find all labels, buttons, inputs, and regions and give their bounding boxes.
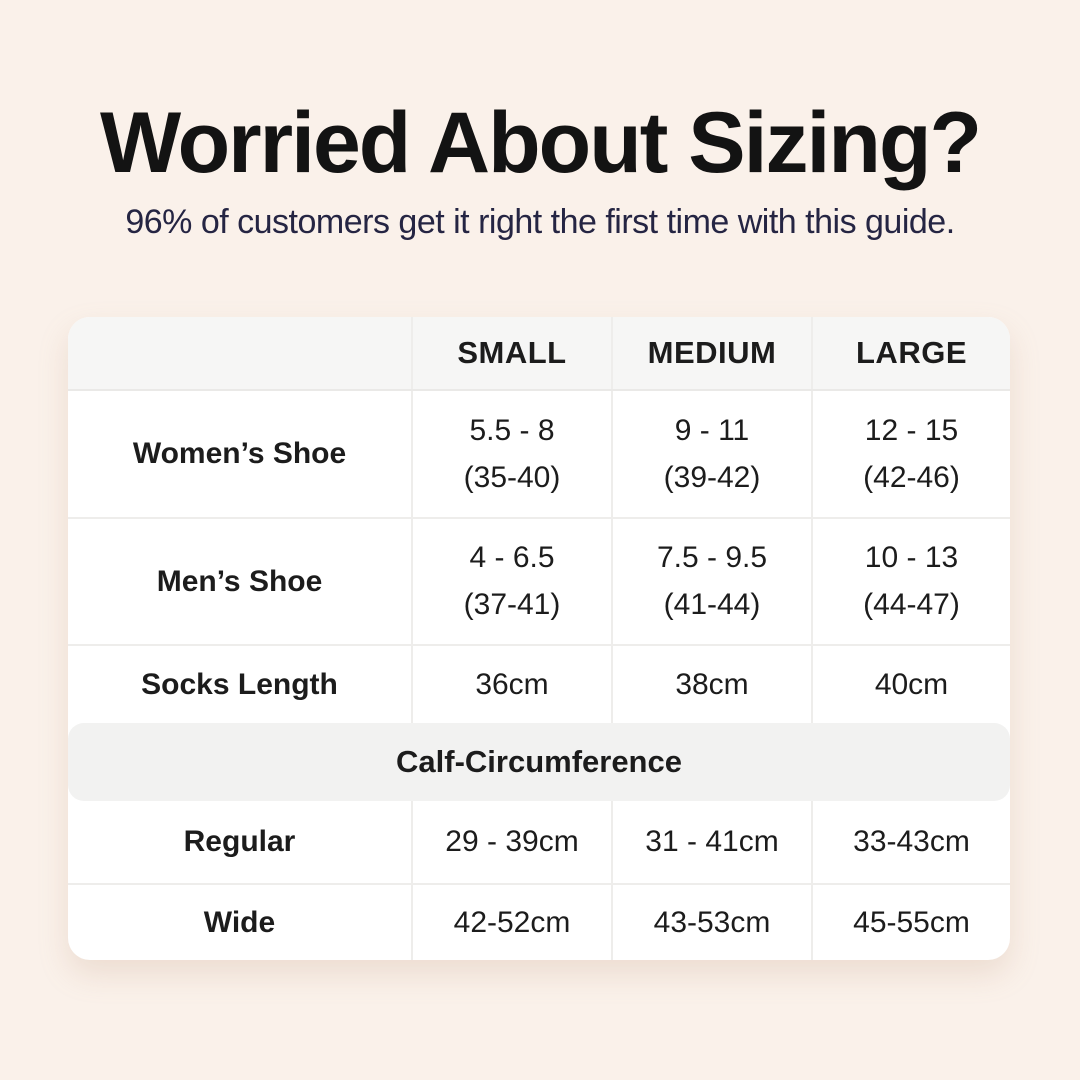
cell-socks-small: 36cm <box>411 646 611 723</box>
table-row-wide: Wide 42-52cm 43-53cm 45-55cm <box>68 885 1010 960</box>
cell-mens-small: 4 - 6.5 (37-41) <box>411 519 611 644</box>
row-label-womens-shoe: Women’s Shoe <box>132 437 347 470</box>
cell-value-primary: 9 - 11 <box>674 413 750 447</box>
cell-value-secondary: (44-47) <box>863 588 960 621</box>
cell-value-secondary: (42-46) <box>863 460 960 494</box>
column-header-large: LARGE <box>811 317 1010 389</box>
cell-mens-medium: 7.5 - 9.5 (41-44) <box>611 519 811 644</box>
cell-value-secondary: (37-41) <box>463 588 561 621</box>
row-label-wide: Wide <box>203 905 276 939</box>
cell-wide-small: 42-52cm <box>411 885 611 960</box>
cell-regular-medium: 31 - 41cm <box>611 801 811 883</box>
cell-value-secondary: (35-40) <box>463 460 561 494</box>
row-label-mens-shoe: Men’s Shoe <box>156 564 323 598</box>
table-row-womens-shoe: Women’s Shoe 5.5 - 8 (35-40) 9 - 11 (39-… <box>68 391 1010 519</box>
column-header-medium: MEDIUM <box>611 317 811 389</box>
table-row-regular: Regular 29 - 39cm 31 - 41cm 33-43cm <box>68 801 1010 885</box>
cell-value-primary: 12 - 15 <box>864 413 959 447</box>
table-row-socks-length: Socks Length 36cm 38cm 40cm <box>68 646 1010 723</box>
cell-wide-medium: 43-53cm <box>611 885 811 960</box>
header-block: Worried About Sizing? 96% of customers g… <box>0 0 1080 242</box>
column-header-empty <box>68 317 411 389</box>
cell-regular-small: 29 - 39cm <box>411 801 611 883</box>
row-label-regular: Regular <box>183 825 296 858</box>
table-row-mens-shoe: Men’s Shoe 4 - 6.5 (37-41) 7.5 - 9.5 (41… <box>68 519 1010 646</box>
size-chart-table: SMALL MEDIUM LARGE Women’s Shoe 5.5 - 8 … <box>68 317 1010 960</box>
cell-value-secondary: (41-44) <box>663 588 761 621</box>
cell-womens-medium: 9 - 11 (39-42) <box>611 391 811 517</box>
page-subtitle: 96% of customers get it right the first … <box>125 202 955 241</box>
cell-socks-medium: 38cm <box>611 646 811 723</box>
cell-mens-large: 10 - 13 (44-47) <box>811 519 1010 644</box>
cell-value-primary: 7.5 - 9.5 <box>656 541 768 574</box>
column-header-small: SMALL <box>411 317 611 389</box>
cell-value-primary: 4 - 6.5 <box>469 541 555 574</box>
section-header-calf-circumference: Calf-Circumference <box>68 723 1010 801</box>
page-title: Worried About Sizing? <box>99 95 982 191</box>
row-label-socks-length: Socks Length <box>141 667 338 701</box>
cell-womens-small: 5.5 - 8 (35-40) <box>411 391 611 517</box>
cell-regular-large: 33-43cm <box>811 801 1010 883</box>
cell-value-primary: 5.5 - 8 <box>469 413 555 447</box>
cell-womens-large: 12 - 15 (42-46) <box>811 391 1010 517</box>
cell-value-secondary: (39-42) <box>663 460 761 494</box>
table-header-row: SMALL MEDIUM LARGE <box>68 317 1010 391</box>
cell-value-primary: 10 - 13 <box>864 541 959 574</box>
cell-socks-large: 40cm <box>811 646 1010 723</box>
cell-wide-large: 45-55cm <box>811 885 1010 960</box>
